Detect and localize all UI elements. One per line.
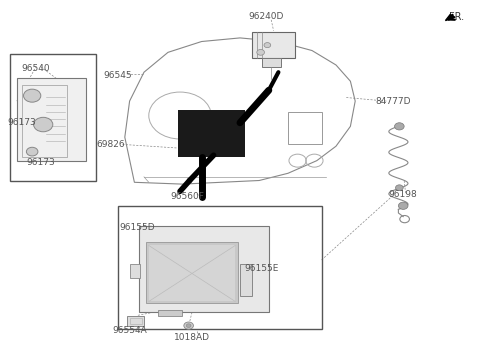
Text: 96560F: 96560F	[170, 192, 204, 201]
Circle shape	[184, 322, 193, 329]
Text: 96173: 96173	[7, 118, 36, 127]
Text: 84777D: 84777D	[376, 97, 411, 105]
Text: FR.: FR.	[449, 12, 464, 22]
Bar	[17, 78, 86, 161]
Text: 96173: 96173	[26, 158, 55, 167]
Text: 96554A: 96554A	[112, 326, 147, 335]
Bar	[158, 310, 182, 316]
Bar	[262, 58, 281, 67]
Circle shape	[26, 147, 38, 156]
Bar	[118, 206, 322, 329]
Polygon shape	[445, 14, 455, 21]
Text: 96198: 96198	[389, 191, 418, 199]
Text: 96155E: 96155E	[244, 265, 279, 273]
Bar	[288, 112, 322, 144]
Text: 96540: 96540	[22, 64, 50, 73]
Bar	[10, 54, 96, 180]
Bar	[146, 242, 238, 303]
Bar	[127, 316, 144, 326]
Bar	[149, 245, 235, 301]
Text: 96155D: 96155D	[119, 223, 155, 232]
Text: 96240D: 96240D	[249, 12, 284, 21]
Circle shape	[24, 89, 41, 102]
Bar	[130, 264, 140, 278]
Text: 69826: 69826	[96, 140, 125, 149]
Circle shape	[186, 324, 191, 327]
Bar	[252, 32, 295, 58]
Circle shape	[34, 117, 53, 132]
Bar	[139, 226, 269, 312]
Bar	[178, 110, 245, 157]
Circle shape	[398, 202, 408, 209]
Circle shape	[396, 185, 403, 191]
Circle shape	[395, 123, 404, 130]
Text: 1018AD: 1018AD	[174, 333, 210, 342]
Circle shape	[257, 49, 264, 55]
Circle shape	[264, 43, 271, 48]
Bar	[130, 318, 142, 324]
Text: 96545: 96545	[103, 71, 132, 80]
Bar	[22, 85, 67, 157]
Bar	[240, 264, 252, 296]
